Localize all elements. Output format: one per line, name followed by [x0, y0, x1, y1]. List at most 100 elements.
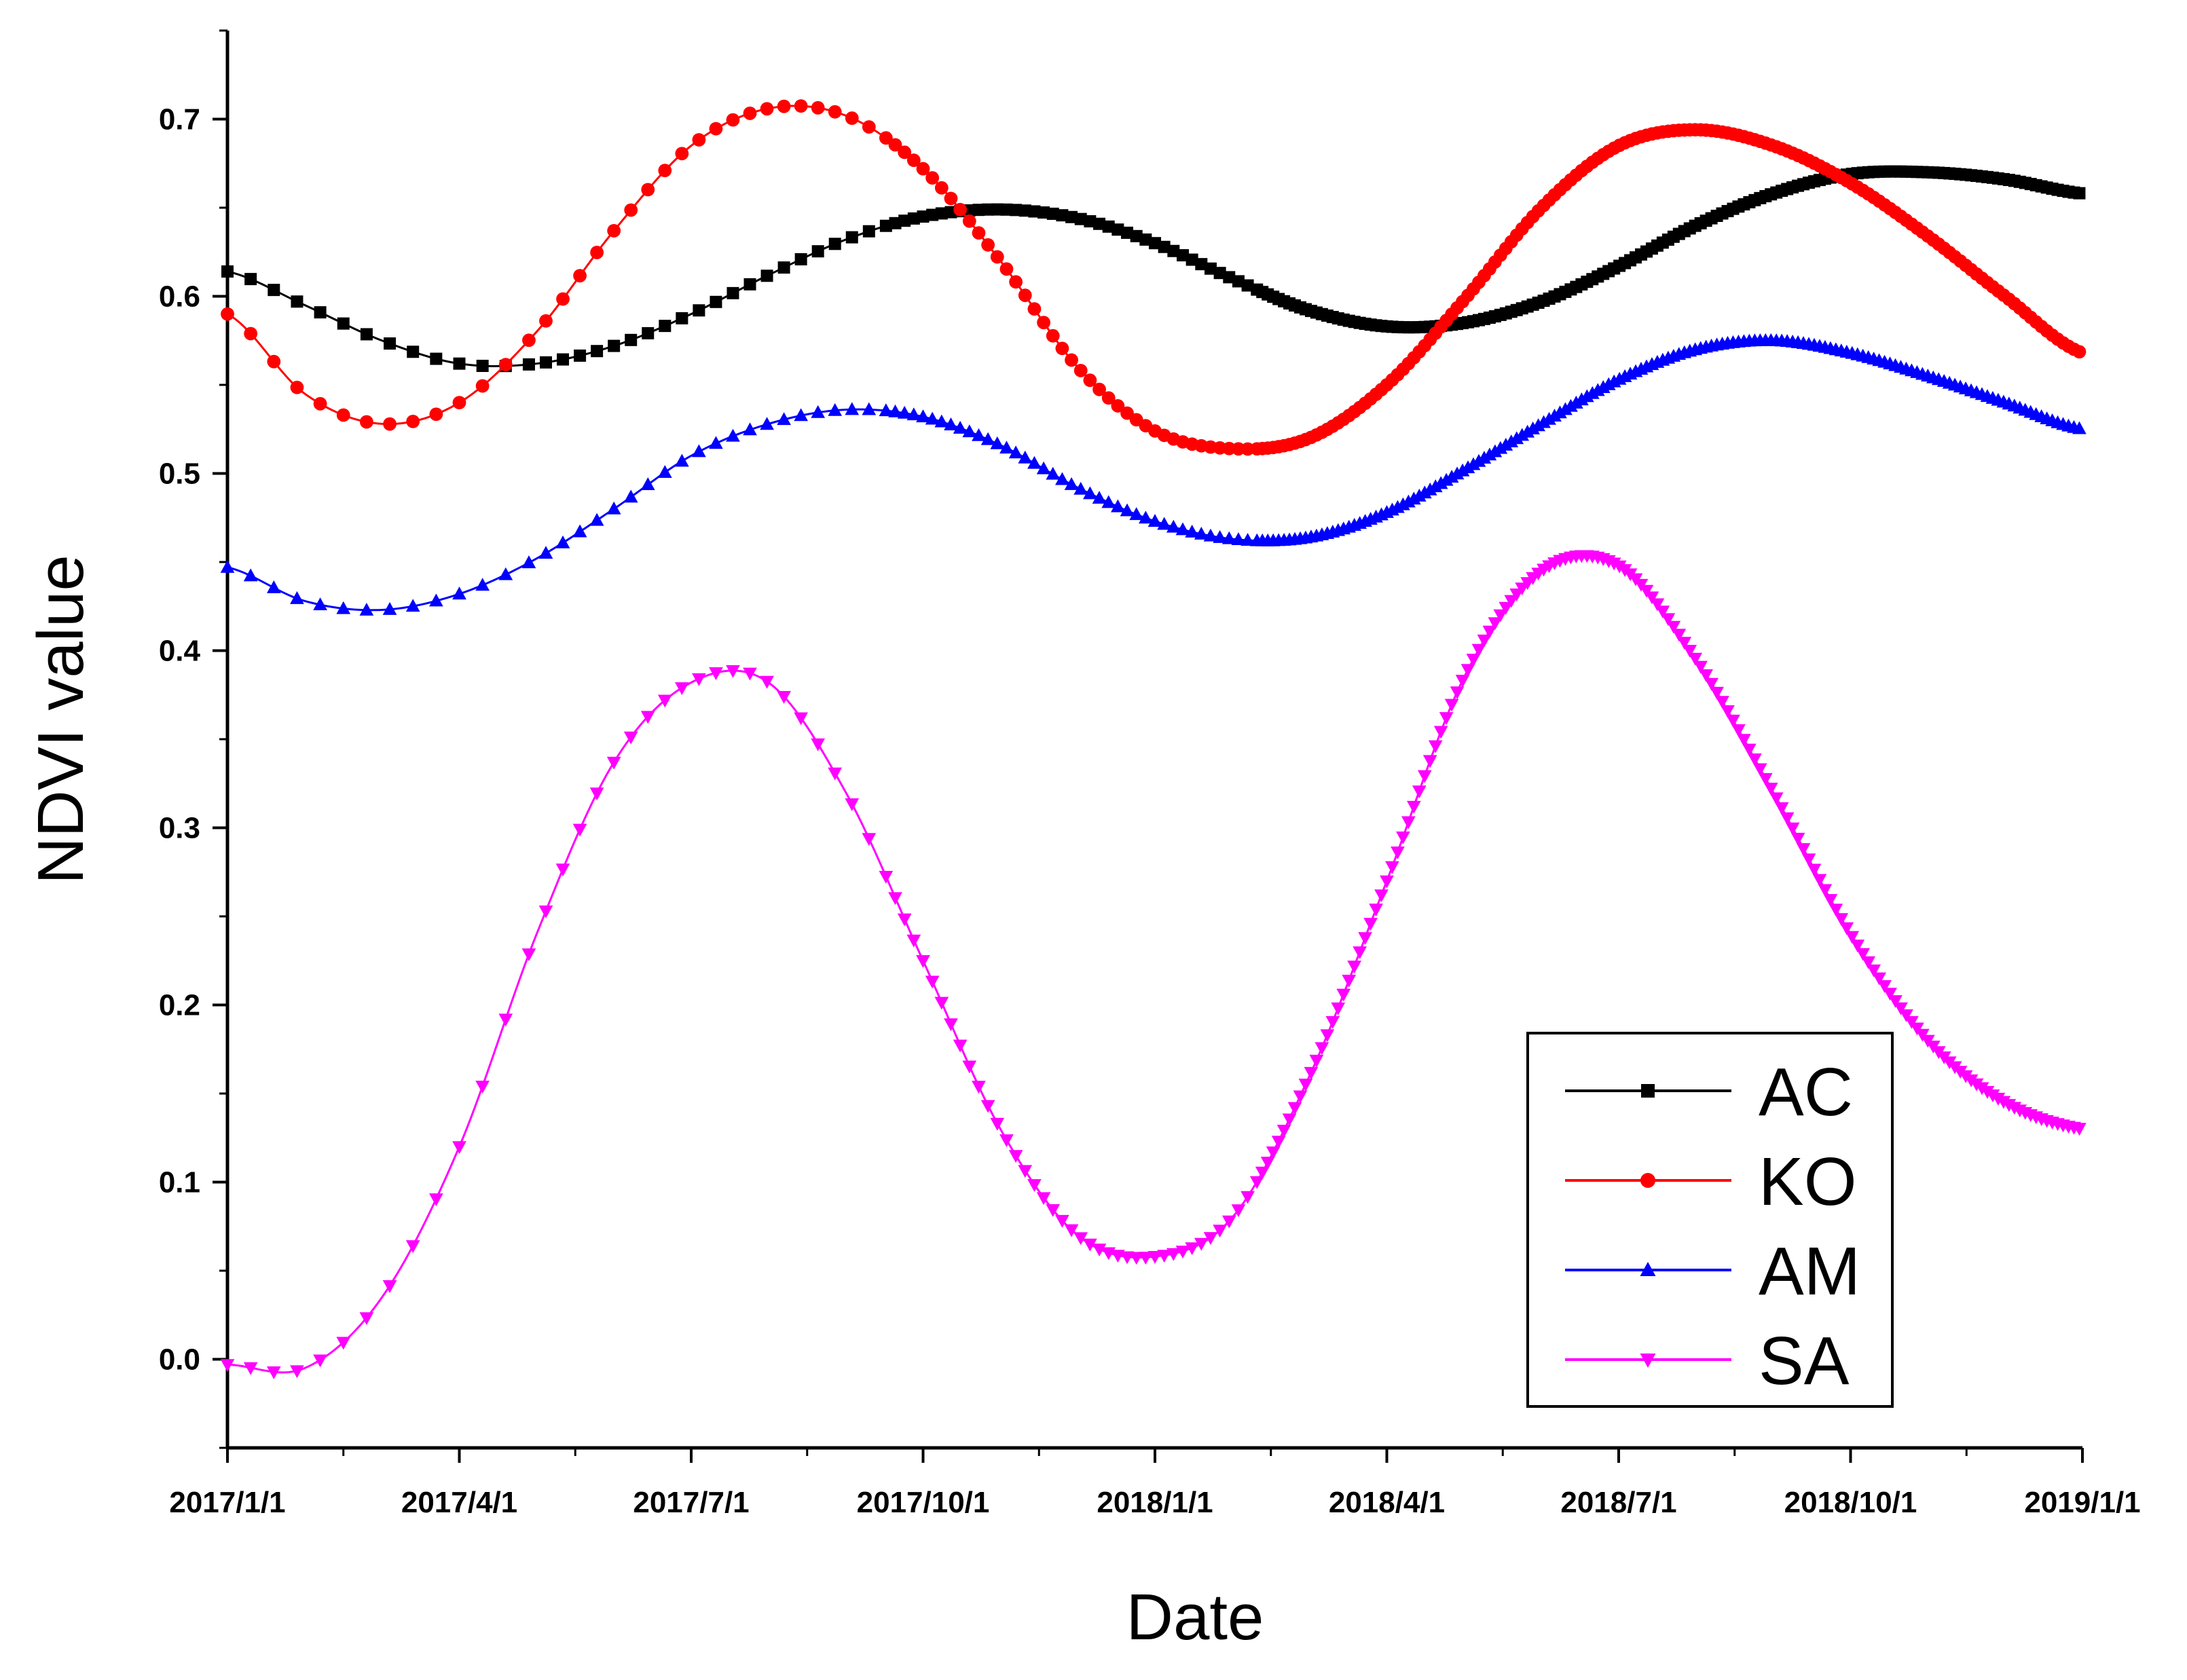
data-point-sa: [555, 863, 570, 877]
data-point-sa: [1380, 875, 1394, 889]
data-point-ko: [1111, 399, 1125, 413]
data-point-ko: [972, 226, 986, 240]
data-point-am: [498, 567, 513, 580]
data-point-sa: [1807, 863, 1822, 877]
data-point-ac: [221, 265, 234, 278]
data-point-ac: [926, 208, 939, 221]
data-point-ac: [794, 253, 807, 265]
data-point-sa: [1899, 1009, 1913, 1022]
data-point-ko: [1232, 442, 1245, 456]
data-point-sa: [1834, 913, 1849, 927]
data-point-ac: [476, 359, 489, 372]
data-point-am: [1008, 445, 1023, 459]
data-point-am: [760, 417, 774, 430]
data-point-sa: [220, 1359, 235, 1373]
y-tick-label: 0.6: [159, 280, 200, 314]
data-point-sa: [1203, 1232, 1218, 1246]
data-point-sa: [1213, 1225, 1227, 1238]
data-point-ko: [1092, 382, 1106, 396]
data-point-ko: [944, 191, 958, 206]
data-point-ko: [658, 164, 672, 178]
data-point-am: [1185, 524, 1199, 538]
data-point-am: [1018, 450, 1033, 464]
data-point-am: [1046, 466, 1061, 480]
data-point-sa: [828, 767, 843, 781]
data-point-sa: [475, 1081, 490, 1094]
data-point-ac: [710, 295, 722, 308]
data-point-sa: [1008, 1150, 1023, 1163]
data-point-sa: [906, 934, 921, 948]
data-point-ko: [539, 314, 553, 328]
data-point-sa: [1138, 1252, 1153, 1265]
data-point-am: [1175, 522, 1190, 536]
data-point-sa: [1758, 772, 1773, 786]
data-point-sa: [1850, 939, 1865, 953]
data-point-sa: [538, 905, 553, 918]
data-point-sa: [1828, 903, 1843, 917]
data-point-ac: [811, 245, 824, 258]
data-point-ko: [811, 100, 825, 115]
data-point-ko: [522, 333, 536, 348]
data-point-am: [897, 405, 912, 419]
data-point-ko: [794, 99, 808, 113]
data-point-sa: [1845, 931, 1860, 944]
data-point-sa: [1710, 686, 1724, 700]
series-layer: [220, 99, 2087, 1379]
data-point-sa: [1363, 918, 1378, 931]
data-point-sa: [1466, 654, 1481, 667]
data-point-am: [1471, 453, 1486, 467]
legend-marker: [1640, 1354, 1656, 1368]
data-point-ko: [498, 358, 513, 372]
data-point-sa: [1046, 1204, 1061, 1217]
data-point-ac: [1149, 237, 1161, 250]
data-point-am: [953, 420, 968, 434]
data-point-sa: [1715, 696, 1729, 709]
data-point-sa: [1747, 753, 1762, 766]
data-point-ac: [1232, 275, 1245, 288]
data-point-sa: [1231, 1204, 1246, 1218]
data-point-am: [266, 580, 281, 593]
data-point-ko: [1073, 363, 1088, 377]
y-tick-label: 0.0: [159, 1343, 200, 1377]
data-point-sa: [972, 1081, 986, 1094]
data-point-am: [862, 402, 877, 415]
data-point-sa: [1325, 1015, 1340, 1029]
data-point-am: [726, 428, 740, 442]
data-point-ac: [314, 306, 327, 319]
data-point-sa: [606, 756, 621, 770]
data-point-am: [220, 560, 235, 573]
data-point-ko: [429, 407, 443, 422]
data-point-am: [1240, 533, 1255, 546]
data-point-ac: [889, 217, 902, 229]
y-tick-label: 0.7: [159, 103, 200, 136]
data-point-sa: [1763, 783, 1778, 796]
data-point-am: [606, 501, 621, 515]
data-point-sa: [1018, 1165, 1033, 1178]
data-point-am: [538, 546, 553, 559]
data-point-ko: [1018, 288, 1032, 302]
data-point-ko: [221, 307, 234, 321]
data-point-ac: [1093, 217, 1106, 230]
x-tick-label: 2018/7/1: [1560, 1486, 1676, 1519]
data-point-sa: [1342, 975, 1357, 988]
data-point-ko: [383, 417, 397, 431]
data-point-sa: [726, 665, 740, 678]
data-point-sa: [429, 1193, 443, 1207]
data-point-am: [1477, 451, 1492, 464]
data-point-am: [1064, 477, 1079, 490]
data-point-sa: [1905, 1015, 1919, 1029]
data-point-sa: [1369, 903, 1383, 917]
data-point-sa: [811, 738, 826, 751]
data-point-am: [1166, 519, 1181, 533]
data-point-ac: [384, 337, 397, 350]
data-point-am: [828, 403, 843, 416]
data-point-sa: [1752, 763, 1767, 777]
data-point-sa: [916, 955, 930, 969]
data-point-sa: [1693, 660, 1708, 674]
data-point-sa: [1347, 960, 1362, 974]
legend: AC KO AM SA: [1526, 1032, 1894, 1408]
data-point-sa: [1737, 734, 1751, 747]
data-point-sa: [1166, 1248, 1181, 1261]
legend-marker: [1640, 1173, 1655, 1188]
